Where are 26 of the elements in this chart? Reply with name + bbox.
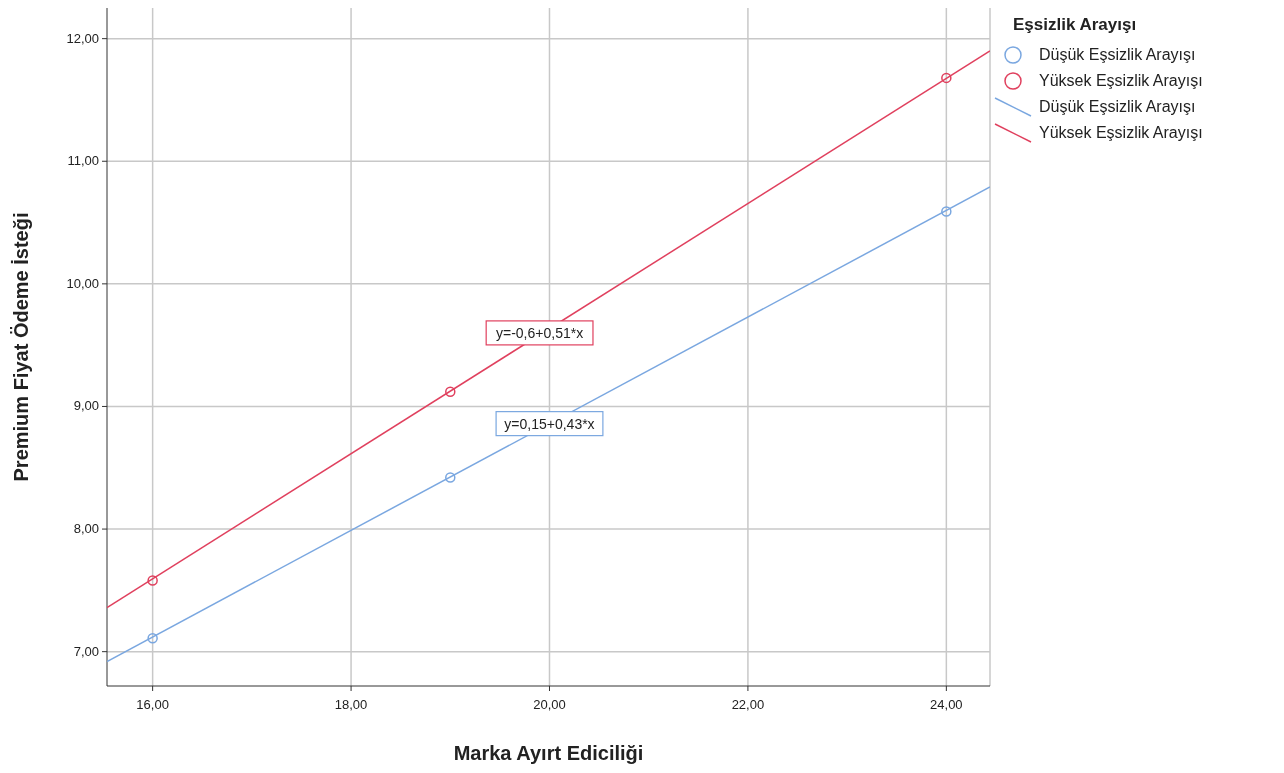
y-tick-label: 10,00 (66, 275, 99, 291)
y-tick-label: 8,00 (73, 521, 99, 537)
y-tick-label: 7,00 (73, 643, 99, 659)
y-axis-title: Premium Fiyat Ödeme İsteği (10, 212, 32, 482)
y-tick-label: 12,00 (66, 30, 99, 46)
point (147, 632, 158, 644)
y-tick-label: 9,00 (73, 398, 99, 414)
x-tick-label: 16,00 (136, 697, 169, 712)
legend-label: Düşük Eşsizlik Arayışı (1039, 98, 1196, 115)
point (445, 472, 456, 483)
x-tick-label: 22,00 (731, 697, 765, 712)
x-tick-label: 18,00 (334, 697, 368, 712)
legend-label: Yüksek Eşsizlik Arayışı (1039, 72, 1203, 89)
x-tick-label: 24,00 (930, 697, 963, 712)
annotation: y=0,15+0,43*x (504, 415, 595, 432)
point (147, 575, 158, 586)
legend-label: Yüksek Eşsizlik Arayışı (1039, 124, 1203, 141)
x-axis-title: Marka Ayırt Ediciliği (453, 742, 644, 764)
point (941, 72, 952, 84)
legend-label: Düşük Eşsizlik Arayışı (1039, 46, 1196, 63)
point (445, 386, 456, 397)
annotation: y=-0,6+0,51*x (495, 324, 584, 341)
y-tick-label: 11,00 (67, 153, 99, 169)
point (941, 206, 952, 217)
x-tick-label: 20,00 (533, 697, 566, 712)
legend-title: Eşsizlik Arayışı (1013, 15, 1137, 34)
